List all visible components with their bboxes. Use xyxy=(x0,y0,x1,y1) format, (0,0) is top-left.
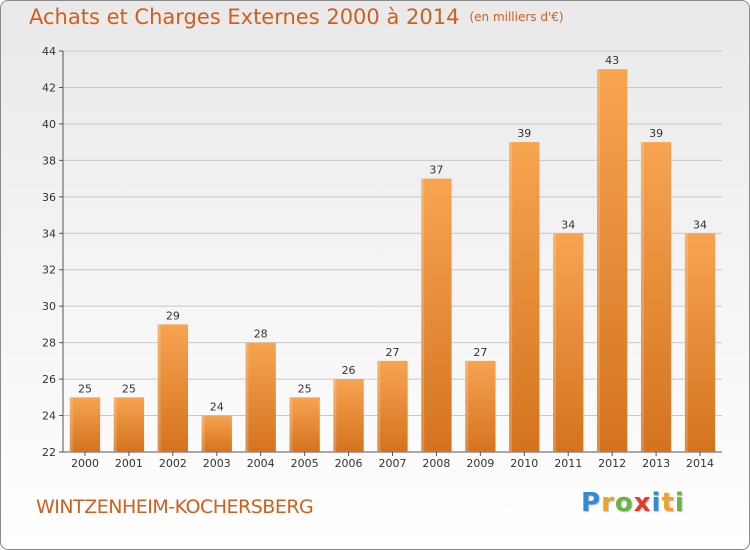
bar-highlight xyxy=(553,233,557,452)
x-tick-label: 2011 xyxy=(554,457,582,470)
y-tick-label: 38 xyxy=(42,154,56,167)
bar-highlight xyxy=(421,178,425,452)
bar xyxy=(113,397,145,452)
bar-value-label: 29 xyxy=(166,309,180,322)
bar-highlight xyxy=(377,360,381,452)
y-tick-label: 28 xyxy=(42,337,56,350)
y-tick-label: 26 xyxy=(42,373,56,386)
x-tick-label: 2010 xyxy=(510,457,538,470)
x-tick-label: 2004 xyxy=(247,457,275,470)
bar-highlight xyxy=(509,142,513,453)
bar xyxy=(377,360,408,452)
bar-value-label: 34 xyxy=(693,218,707,231)
x-tick-label: 2007 xyxy=(379,457,407,470)
y-tick-label: 22 xyxy=(42,446,56,459)
bar xyxy=(69,397,101,452)
bar xyxy=(509,142,540,453)
y-tick-label: 24 xyxy=(42,410,56,423)
x-tick-label: 2014 xyxy=(686,457,714,470)
y-tick-label: 44 xyxy=(42,45,56,58)
x-tick-label: 2002 xyxy=(159,457,187,470)
bar-highlight xyxy=(640,142,644,453)
chart-title-text: Achats et Charges Externes 2000 à 2014 xyxy=(29,5,460,29)
logo-letter: t xyxy=(661,488,675,518)
bar xyxy=(157,324,188,452)
x-tick-label: 2000 xyxy=(71,457,99,470)
bar-highlight xyxy=(201,415,205,452)
chart-title: Achats et Charges Externes 2000 à 2014 (e… xyxy=(29,5,564,29)
bar-highlight xyxy=(289,397,293,452)
bar xyxy=(465,360,496,452)
commune-name: WINTZENHEIM-KOCHERSBERG xyxy=(36,496,314,518)
bar-value-label: 39 xyxy=(517,127,531,140)
x-tick-label: 2003 xyxy=(203,457,231,470)
bar-value-label: 27 xyxy=(473,346,487,359)
bar-value-label: 26 xyxy=(342,364,356,377)
x-tick-label: 2006 xyxy=(335,457,363,470)
x-tick-label: 2005 xyxy=(291,457,319,470)
bar xyxy=(201,415,232,452)
logo-letter: x xyxy=(633,488,652,518)
bars xyxy=(69,69,716,453)
logo-letter: o xyxy=(614,488,634,518)
bar xyxy=(333,379,364,452)
bar-highlight xyxy=(684,233,688,452)
bar-value-label: 28 xyxy=(254,328,268,341)
x-tick-label: 2009 xyxy=(466,457,494,470)
y-tick-label: 32 xyxy=(42,264,56,277)
bar-value-label: 43 xyxy=(605,54,619,67)
bar-highlight xyxy=(245,342,249,452)
x-tick-label: 2013 xyxy=(642,457,670,470)
bar xyxy=(553,233,584,452)
bar-value-label: 25 xyxy=(298,382,312,395)
bar-highlight xyxy=(465,360,469,452)
y-tick-label: 36 xyxy=(42,191,56,204)
y-tick-label: 34 xyxy=(42,227,56,240)
bar-highlight xyxy=(333,379,337,452)
x-tick-label: 2008 xyxy=(422,457,450,470)
bar-value-label: 27 xyxy=(386,346,400,359)
bar xyxy=(640,142,672,453)
bar-value-label: 37 xyxy=(429,164,443,177)
logo-letter: i xyxy=(651,488,662,518)
bar-value-label: 24 xyxy=(210,401,224,414)
bar-highlight xyxy=(69,397,73,452)
x-tick-label: 2001 xyxy=(115,457,143,470)
bar-value-label: 34 xyxy=(561,218,575,231)
logo-letter: P xyxy=(581,488,602,518)
bar-highlight xyxy=(157,324,161,452)
x-tick-label: 2012 xyxy=(598,457,626,470)
bar-value-label: 25 xyxy=(122,382,136,395)
y-tick-label: 42 xyxy=(42,81,56,94)
bar xyxy=(289,397,320,452)
bar-value-label: 39 xyxy=(649,127,663,140)
bar-highlight xyxy=(113,397,117,452)
chart-subtitle: (en milliers d'€) xyxy=(469,10,564,24)
logo-letter: r xyxy=(601,488,615,518)
proxiti-logo: Proxiti xyxy=(581,488,685,518)
logo-letter: i xyxy=(674,488,685,518)
bar-value-label: 25 xyxy=(78,382,92,395)
y-tick-label: 40 xyxy=(42,118,56,131)
bar-highlight xyxy=(597,69,601,453)
y-tick-label: 30 xyxy=(42,300,56,313)
bar xyxy=(597,69,628,453)
bar xyxy=(421,178,452,452)
bar xyxy=(245,342,276,452)
bar xyxy=(684,233,716,452)
labels: 25 25 29 24 28 25 26 27 37 27 39 34 43 39 34 xyxy=(78,54,707,413)
